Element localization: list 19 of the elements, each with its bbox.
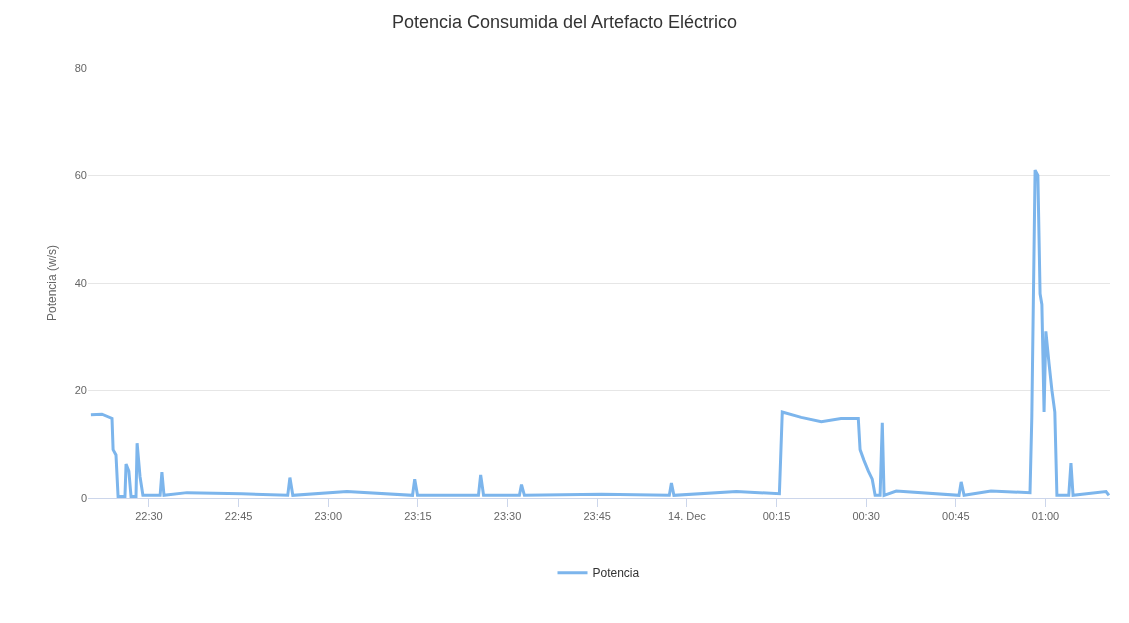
y-tick-label: 60 bbox=[74, 169, 87, 182]
x-tick-label: 22:30 bbox=[135, 510, 163, 523]
y-tick-label: 0 bbox=[80, 491, 87, 504]
x-tick-label: 23:30 bbox=[493, 510, 522, 523]
y-tick-label: 40 bbox=[74, 276, 87, 289]
x-tick-label: 23:15 bbox=[404, 510, 432, 523]
y-axis-title: Potencia (w/s) bbox=[45, 244, 60, 322]
y-tick-label: 20 bbox=[74, 384, 87, 397]
x-tick-label: 22:45 bbox=[224, 510, 253, 523]
x-tick-label: 00:45 bbox=[942, 510, 970, 523]
chart-title: Potencia Consumida del Artefacto Eléctrico bbox=[391, 12, 738, 33]
x-tick-label: 14. Dec bbox=[667, 510, 707, 523]
x-tick-label: 01:00 bbox=[1031, 510, 1060, 523]
x-tick-label: 23:00 bbox=[314, 510, 343, 523]
x-tick-label: 00:15 bbox=[762, 510, 791, 523]
x-tick-label: 23:45 bbox=[583, 510, 611, 523]
y-tick-label: 80 bbox=[74, 61, 87, 74]
x-tick-label: 00:30 bbox=[852, 510, 880, 523]
legend-label: Potencia bbox=[592, 566, 640, 581]
